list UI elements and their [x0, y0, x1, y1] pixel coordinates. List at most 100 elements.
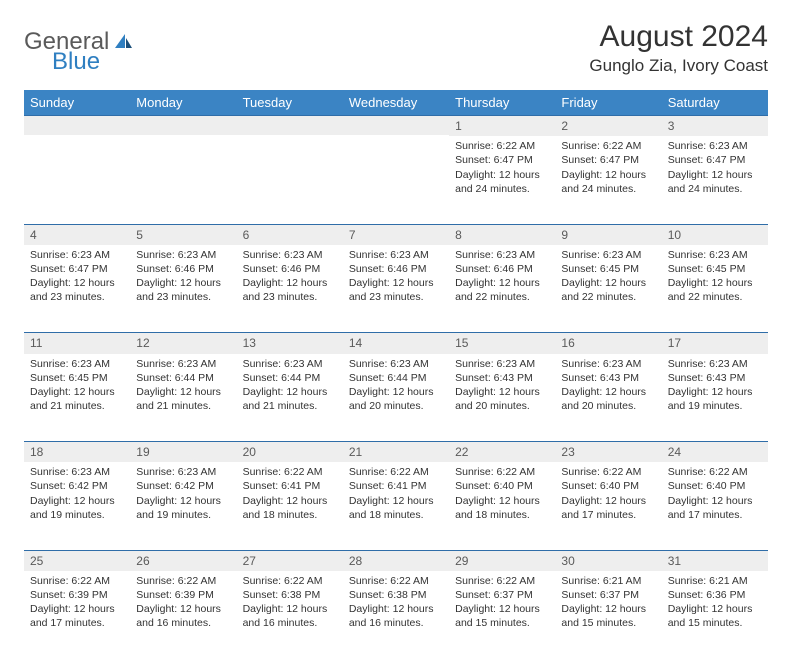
sunset-line: Sunset: 6:39 PM: [30, 588, 124, 602]
sunrise-line: Sunrise: 6:22 AM: [668, 465, 762, 479]
day-details: Sunrise: 6:22 AMSunset: 6:41 PMDaylight:…: [343, 462, 449, 528]
daylight-line: Daylight: 12 hours and 18 minutes.: [455, 494, 549, 522]
day-body-cell: Sunrise: 6:23 AMSunset: 6:42 PMDaylight:…: [24, 462, 130, 550]
day-number-cell: 30: [555, 550, 661, 571]
sunrise-line: Sunrise: 6:22 AM: [30, 574, 124, 588]
sunset-line: Sunset: 6:46 PM: [243, 262, 337, 276]
sunset-line: Sunset: 6:43 PM: [455, 371, 549, 385]
day-details: Sunrise: 6:22 AMSunset: 6:40 PMDaylight:…: [449, 462, 555, 528]
day-number: 4: [24, 225, 130, 245]
daylight-line: Daylight: 12 hours and 20 minutes.: [561, 385, 655, 413]
day-number-cell: 26: [130, 550, 236, 571]
day-number-cell: 4: [24, 224, 130, 245]
sunset-line: Sunset: 6:46 PM: [455, 262, 549, 276]
day-number-cell: 12: [130, 333, 236, 354]
weekday-header: Monday: [130, 90, 236, 116]
day-body-cell: Sunrise: 6:23 AMSunset: 6:47 PMDaylight:…: [24, 245, 130, 333]
day-number: 28: [343, 551, 449, 571]
sunset-line: Sunset: 6:47 PM: [561, 153, 655, 167]
day-body-cell: Sunrise: 6:21 AMSunset: 6:36 PMDaylight:…: [662, 571, 768, 659]
day-number: 27: [237, 551, 343, 571]
daylight-line: Daylight: 12 hours and 24 minutes.: [561, 168, 655, 196]
day-number: 7: [343, 225, 449, 245]
day-body-cell: Sunrise: 6:23 AMSunset: 6:46 PMDaylight:…: [237, 245, 343, 333]
daylight-line: Daylight: 12 hours and 15 minutes.: [455, 602, 549, 630]
sunset-line: Sunset: 6:44 PM: [243, 371, 337, 385]
day-body-cell: Sunrise: 6:23 AMSunset: 6:43 PMDaylight:…: [449, 354, 555, 442]
sunrise-line: Sunrise: 6:22 AM: [455, 465, 549, 479]
day-details: Sunrise: 6:21 AMSunset: 6:37 PMDaylight:…: [555, 571, 661, 637]
weekday-header: Tuesday: [237, 90, 343, 116]
day-number: 23: [555, 442, 661, 462]
sunrise-line: Sunrise: 6:23 AM: [668, 248, 762, 262]
day-number: 1: [449, 116, 555, 136]
daylight-line: Daylight: 12 hours and 16 minutes.: [136, 602, 230, 630]
sunset-line: Sunset: 6:47 PM: [455, 153, 549, 167]
day-number: 16: [555, 333, 661, 353]
day-number-cell: 13: [237, 333, 343, 354]
day-details: Sunrise: 6:22 AMSunset: 6:40 PMDaylight:…: [555, 462, 661, 528]
day-body-cell: Sunrise: 6:23 AMSunset: 6:42 PMDaylight:…: [130, 462, 236, 550]
day-body-cell: [237, 136, 343, 224]
daylight-line: Daylight: 12 hours and 21 minutes.: [243, 385, 337, 413]
day-details: Sunrise: 6:23 AMSunset: 6:42 PMDaylight:…: [24, 462, 130, 528]
daylight-line: Daylight: 12 hours and 20 minutes.: [349, 385, 443, 413]
day-details: Sunrise: 6:22 AMSunset: 6:47 PMDaylight:…: [555, 136, 661, 202]
day-number: 2: [555, 116, 661, 136]
day-details: Sunrise: 6:23 AMSunset: 6:46 PMDaylight:…: [343, 245, 449, 311]
day-body-cell: Sunrise: 6:22 AMSunset: 6:40 PMDaylight:…: [555, 462, 661, 550]
day-details: Sunrise: 6:22 AMSunset: 6:37 PMDaylight:…: [449, 571, 555, 637]
sunset-line: Sunset: 6:47 PM: [668, 153, 762, 167]
day-number-cell: 3: [662, 116, 768, 137]
day-body-cell: [24, 136, 130, 224]
day-details: Sunrise: 6:22 AMSunset: 6:38 PMDaylight:…: [237, 571, 343, 637]
sunrise-line: Sunrise: 6:23 AM: [668, 357, 762, 371]
sunrise-line: Sunrise: 6:22 AM: [349, 574, 443, 588]
logo-line2: Blue: [24, 48, 100, 76]
day-number-cell: 19: [130, 442, 236, 463]
day-body-cell: Sunrise: 6:22 AMSunset: 6:39 PMDaylight:…: [130, 571, 236, 659]
day-number: 31: [662, 551, 768, 571]
day-number-cell: [24, 116, 130, 137]
day-body-cell: Sunrise: 6:23 AMSunset: 6:44 PMDaylight:…: [343, 354, 449, 442]
day-body-cell: Sunrise: 6:23 AMSunset: 6:47 PMDaylight:…: [662, 136, 768, 224]
daylight-line: Daylight: 12 hours and 18 minutes.: [349, 494, 443, 522]
day-number: 29: [449, 551, 555, 571]
day-details: Sunrise: 6:22 AMSunset: 6:39 PMDaylight:…: [24, 571, 130, 637]
weekday-header-row: SundayMondayTuesdayWednesdayThursdayFrid…: [24, 90, 768, 116]
daylight-line: Daylight: 12 hours and 15 minutes.: [668, 602, 762, 630]
day-details: Sunrise: 6:22 AMSunset: 6:39 PMDaylight:…: [130, 571, 236, 637]
day-body-cell: Sunrise: 6:23 AMSunset: 6:45 PMDaylight:…: [555, 245, 661, 333]
sunrise-line: Sunrise: 6:23 AM: [30, 357, 124, 371]
day-number: 14: [343, 333, 449, 353]
day-number-cell: 7: [343, 224, 449, 245]
sunset-line: Sunset: 6:45 PM: [668, 262, 762, 276]
sunset-line: Sunset: 6:37 PM: [561, 588, 655, 602]
day-number-row: 18192021222324: [24, 442, 768, 463]
day-details: Sunrise: 6:22 AMSunset: 6:41 PMDaylight:…: [237, 462, 343, 528]
day-number-cell: 27: [237, 550, 343, 571]
day-number-cell: 25: [24, 550, 130, 571]
daylight-line: Daylight: 12 hours and 23 minutes.: [243, 276, 337, 304]
day-body-cell: Sunrise: 6:22 AMSunset: 6:37 PMDaylight:…: [449, 571, 555, 659]
sunset-line: Sunset: 6:37 PM: [455, 588, 549, 602]
day-number-cell: 15: [449, 333, 555, 354]
day-content-row: Sunrise: 6:23 AMSunset: 6:45 PMDaylight:…: [24, 354, 768, 442]
day-details: Sunrise: 6:23 AMSunset: 6:44 PMDaylight:…: [130, 354, 236, 420]
day-number-cell: 9: [555, 224, 661, 245]
weekday-header: Saturday: [662, 90, 768, 116]
daylight-line: Daylight: 12 hours and 19 minutes.: [30, 494, 124, 522]
day-body-cell: Sunrise: 6:22 AMSunset: 6:41 PMDaylight:…: [343, 462, 449, 550]
sunset-line: Sunset: 6:41 PM: [349, 479, 443, 493]
day-body-cell: [343, 136, 449, 224]
day-body-cell: Sunrise: 6:22 AMSunset: 6:47 PMDaylight:…: [555, 136, 661, 224]
day-details: Sunrise: 6:23 AMSunset: 6:42 PMDaylight:…: [130, 462, 236, 528]
daylight-line: Daylight: 12 hours and 17 minutes.: [668, 494, 762, 522]
day-number-cell: [343, 116, 449, 137]
day-number: 15: [449, 333, 555, 353]
day-number-cell: 10: [662, 224, 768, 245]
day-content-row: Sunrise: 6:23 AMSunset: 6:42 PMDaylight:…: [24, 462, 768, 550]
empty-day-number: [237, 116, 343, 135]
day-body-cell: Sunrise: 6:23 AMSunset: 6:46 PMDaylight:…: [130, 245, 236, 333]
day-details: Sunrise: 6:23 AMSunset: 6:44 PMDaylight:…: [343, 354, 449, 420]
